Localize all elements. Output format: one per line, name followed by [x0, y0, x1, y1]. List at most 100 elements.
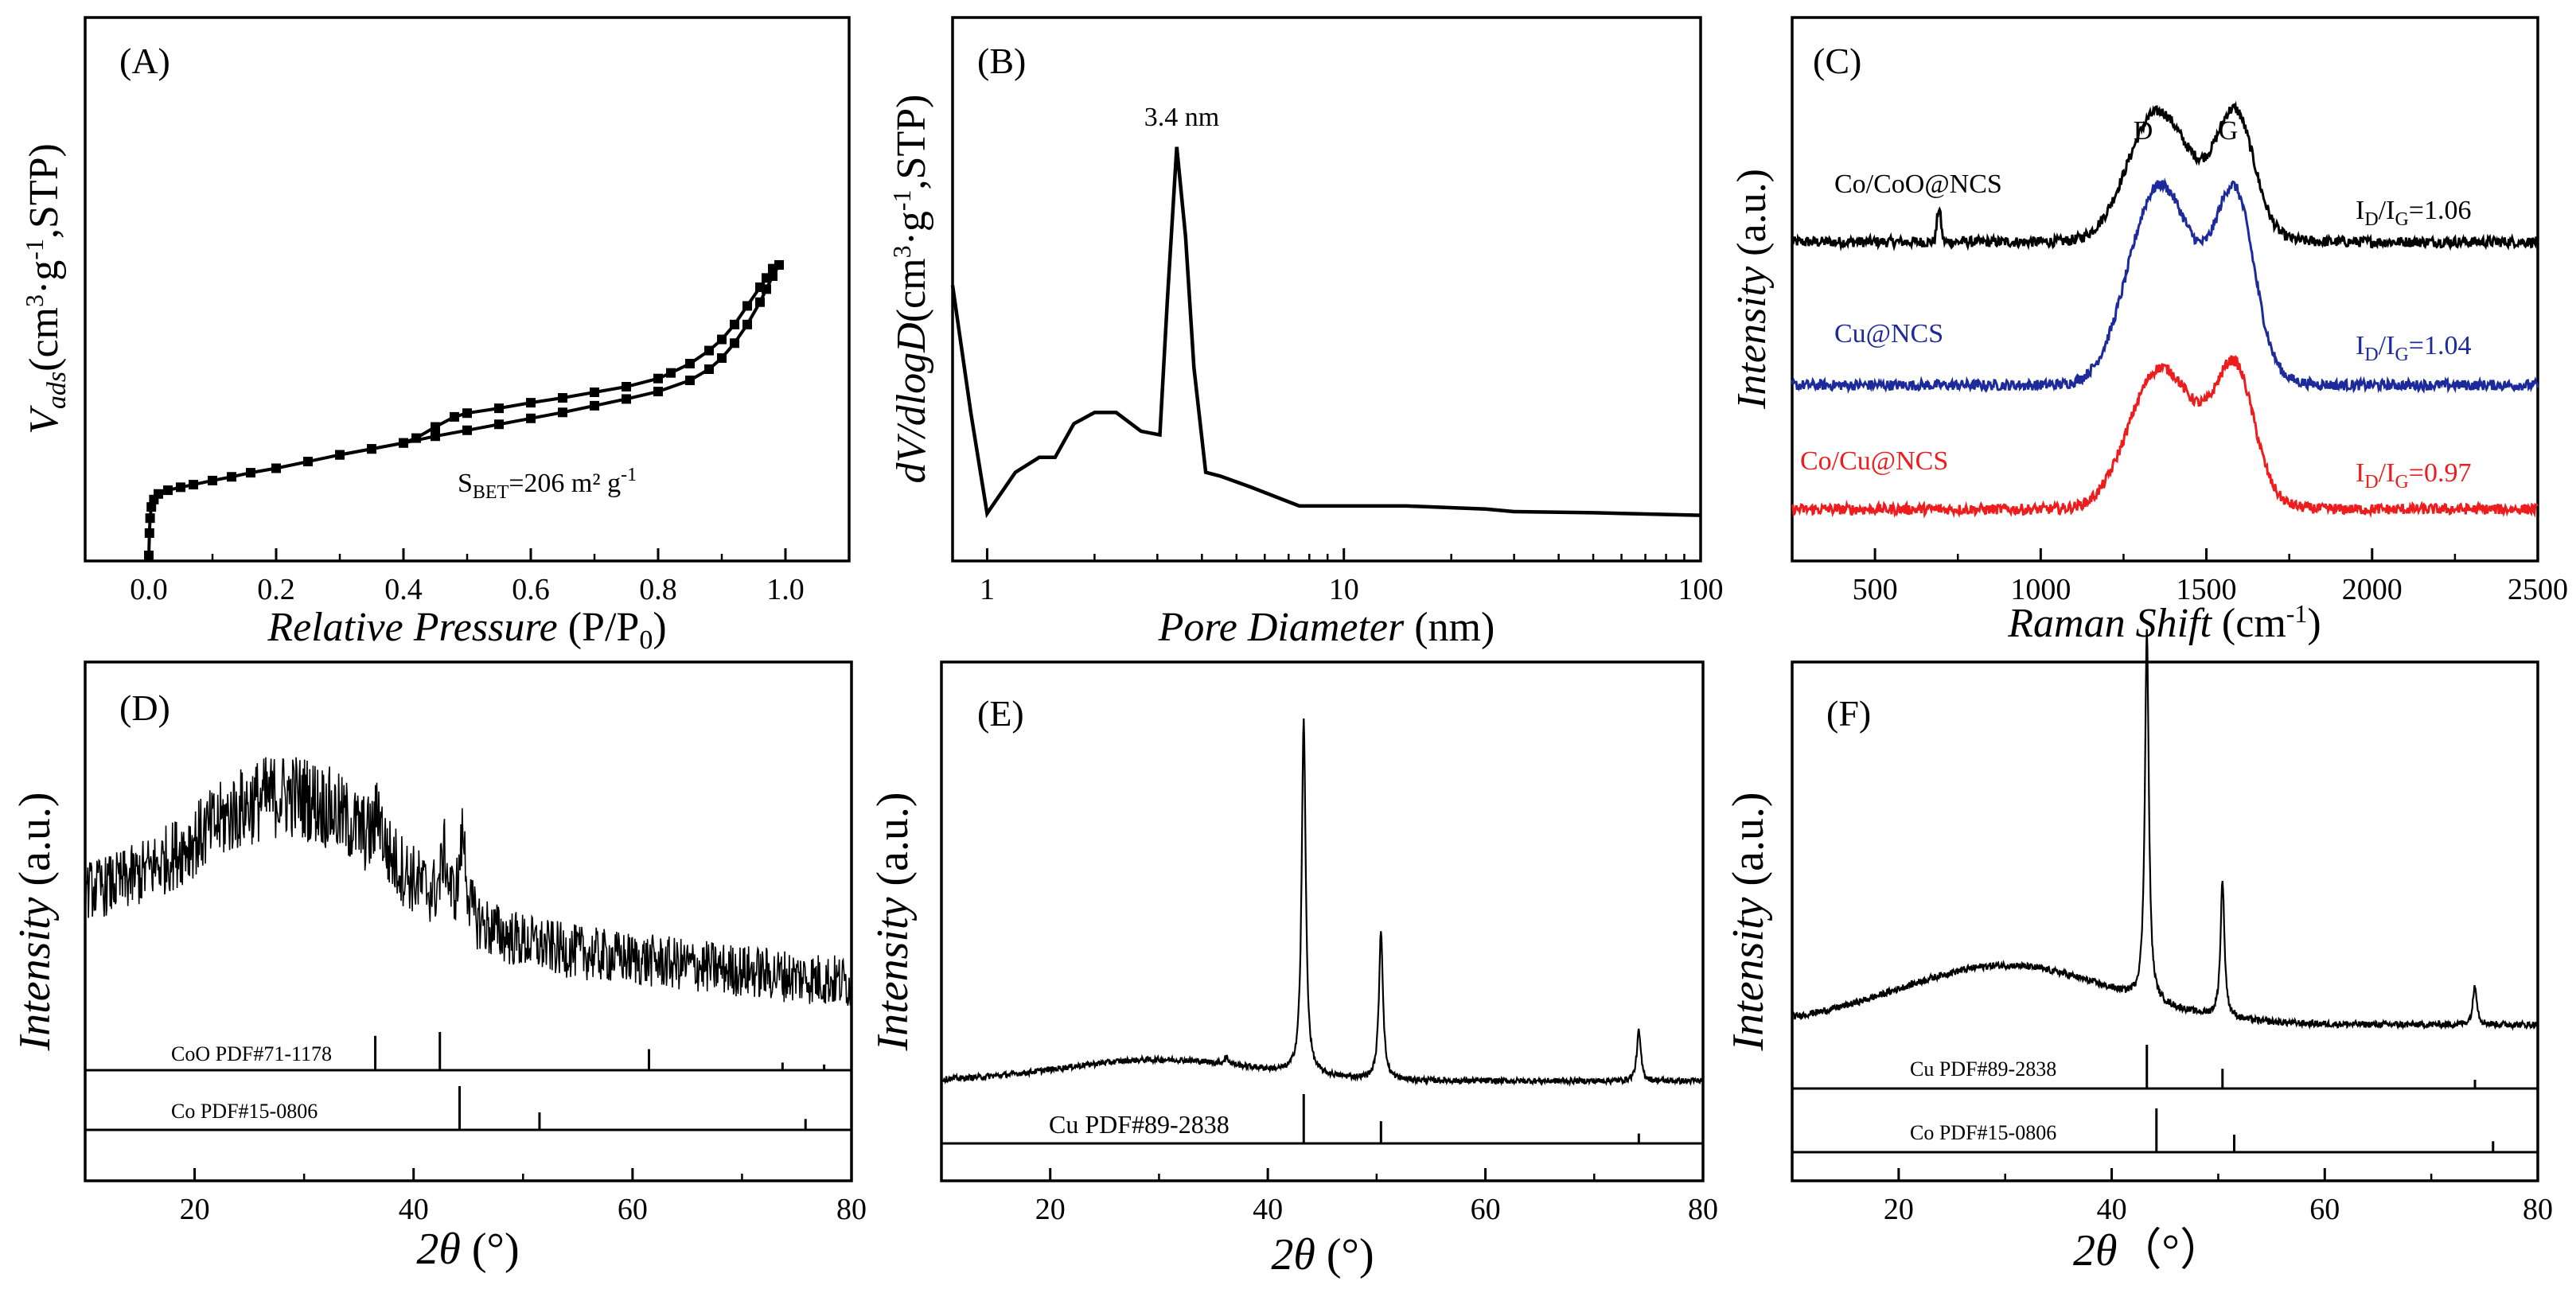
isotherm-desorption-point — [494, 403, 504, 414]
isotherm-desorption-point — [762, 273, 771, 283]
panel-c-x-tick-label: 2500 — [2508, 573, 2568, 606]
panel-e-x-tick-label: 40 — [1253, 1193, 1283, 1226]
isotherm-adsorption-point — [717, 352, 727, 363]
panel-c-title: (C) — [1813, 41, 1861, 81]
isotherm-desorption-point — [742, 301, 752, 311]
isotherm-adsorption-point — [145, 513, 155, 524]
isotherm-adsorption-point — [494, 419, 504, 430]
panel-f-x-tick-label: 80 — [2523, 1193, 2553, 1226]
panel-d-frame — [84, 660, 853, 1182]
isotherm-adsorption-point — [163, 485, 173, 496]
raman-spectrum-1 — [1791, 177, 2539, 395]
panel-d-x-tick-label: 80 — [836, 1193, 867, 1226]
panel-b-y-axis-label: dV/dlogD(cm3·g-1,STP) — [887, 95, 934, 484]
panel-e-plot — [940, 718, 1705, 1143]
isotherm-adsorption-point — [462, 425, 472, 435]
isotherm-desorption-point — [755, 282, 765, 293]
panel-c-x-axis-label: Raman Shift (cm-1) — [2007, 599, 2321, 646]
panel-c-x-tick-label: 1000 — [2010, 573, 2071, 606]
ratio-label-co-coo-ncs: ID/IG=1.06 — [2356, 196, 2471, 230]
isotherm-desorption-point — [730, 319, 739, 329]
panel-e-x-tick-label: 80 — [1688, 1193, 1718, 1226]
isotherm-desorption-point — [653, 373, 663, 384]
isotherm-desorption-point — [622, 381, 631, 391]
panel-c-y-axis-label: Intensity (a.u.) — [1729, 169, 1775, 410]
panel-e-x-ticks: 20 40 60 80 — [940, 1168, 1718, 1226]
series-label-cu-ncs: Cu@NCS — [1834, 319, 1943, 349]
panel-d-title: (D) — [119, 687, 170, 728]
d-xrd-pattern — [84, 757, 852, 1006]
isotherm-adsorption-point — [755, 297, 765, 307]
panel-e: (E) 20 40 60 80 Cu PDF#89-2838 2θ (°) Inten… — [868, 660, 1718, 1279]
isotherm-adsorption-point — [271, 463, 281, 473]
panel-a-x-ticks: 0.0 0.2 0.4 0.6 0.8 1.0 — [84, 548, 851, 606]
panel-b-peak-annotation: 3.4 nm — [1144, 103, 1219, 132]
isotherm-desorption-point — [462, 408, 472, 419]
panel-d-x-ticks: 20 40 60 80 — [84, 1168, 867, 1226]
panel-b-x-tick-label: 1 — [980, 573, 995, 606]
panel-e-x-tick-label: 60 — [1471, 1193, 1501, 1226]
isotherm-adsorption-point — [189, 480, 198, 490]
isotherm-adsorption-point — [303, 457, 313, 467]
panel-f-x-ticks: 20 40 60 80 — [1791, 1168, 2553, 1226]
panel-e-x-tick-label: 20 — [1035, 1193, 1066, 1226]
panel-b-plot — [950, 146, 1701, 519]
panel-e-y-axis-label: Intensity (a.u.) — [868, 793, 918, 1052]
isotherm-desorption-point — [558, 393, 567, 403]
panel-b-title: (B) — [977, 41, 1026, 81]
panel-d-ref-label-co: Co PDF#15-0806 — [171, 1100, 318, 1123]
panel-c-x-tick-label: 2000 — [2342, 573, 2403, 606]
panel-f-frame — [1791, 660, 2539, 1182]
isotherm-adsorption-point — [144, 528, 154, 538]
panel-c-frame — [1791, 16, 2539, 563]
panel-a-y-axis-label: Vads(cm3·g-1,STP) — [20, 143, 72, 434]
ratio-label-cu-ncs: ID/IG=1.04 — [2356, 331, 2471, 365]
panel-a-x-tick-label: 0.2 — [257, 573, 295, 606]
isotherm-adsorption-point — [246, 468, 255, 478]
panel-a-x-tick-label: 1.0 — [766, 573, 805, 606]
panel-b-x-tick-label: 100 — [1678, 573, 1724, 606]
panel-a-plot — [144, 259, 784, 560]
panel-c-plot — [1791, 100, 2539, 519]
isotherm-adsorption-point — [154, 489, 163, 499]
peak-label-g: G — [2219, 116, 2239, 146]
panel-b-x-axis-label: Pore Diameter (nm) — [1158, 605, 1495, 650]
panel-e-x-axis-label: 2θ (°) — [1271, 1230, 1374, 1279]
panel-a-x-axis-label: Relative Pressure (P/P0) — [267, 605, 666, 655]
panel-c-x-ticks: 500 1000 1500 2000 2500 — [1791, 548, 2568, 606]
panel-a-x-tick-label: 0.6 — [512, 573, 550, 606]
isotherm-desorption-line — [339, 263, 780, 457]
panel-f-ref-label-cu: Cu PDF#89-2838 — [1910, 1057, 2056, 1081]
panel-e-title: (E) — [977, 693, 1024, 734]
panel-e-frame — [940, 660, 1705, 1182]
panel-d-ref-label-coo: CoO PDF#71-1178 — [171, 1042, 332, 1065]
panel-b-frame — [951, 16, 1702, 563]
panel-c-x-tick-label: 500 — [1853, 573, 1898, 606]
panel-f-ref-label-co: Co PDF#15-0806 — [1910, 1121, 2056, 1144]
isotherm-desorption-point — [526, 398, 536, 408]
panel-f: (F) 20 40 60 80 Cu PDF#89-2838 Co PDF#15-08… — [1724, 629, 2553, 1275]
panel-b: (B) 1 10 100 3.4 nm Pore Diameter (nm) dV/… — [887, 16, 1724, 650]
panel-f-x-axis-label: 2θ（°） — [2073, 1226, 2224, 1275]
isotherm-desorption-point — [450, 411, 459, 422]
panel-b-x-ticks: 1 10 100 — [980, 548, 1724, 606]
f-xrd-pattern — [1791, 629, 2539, 1031]
isotherm-adsorption-point — [742, 319, 752, 329]
panel-f-plot — [1791, 629, 2539, 1152]
isotherm-desorption-point — [399, 438, 408, 448]
isotherm-desorption-point — [367, 444, 376, 454]
isotherm-desorption-point — [590, 388, 599, 398]
panel-f-y-axis-label: Intensity (a.u.) — [1724, 793, 1773, 1052]
panel-b-x-tick-label: 10 — [1329, 573, 1359, 606]
panel-d-x-tick-label: 60 — [618, 1193, 648, 1226]
panel-d: (D) 20 40 60 80 CoO PDF#71-1178 Co PDF#15-0… — [10, 660, 867, 1274]
isotherm-desorption-point — [685, 358, 695, 368]
raman-spectrum-0 — [1791, 100, 2539, 251]
series-label-co-coo-ncs: Co/CoO@NCS — [1834, 169, 2002, 199]
panel-d-y-axis-label: Intensity (a.u.) — [10, 793, 60, 1052]
isotherm-desorption-point — [704, 345, 714, 356]
isotherm-adsorption-point — [176, 482, 185, 493]
isotherm-adsorption-point — [590, 400, 599, 411]
isotherm-desorption-point — [335, 450, 345, 460]
isotherm-adsorption-point — [526, 413, 536, 423]
